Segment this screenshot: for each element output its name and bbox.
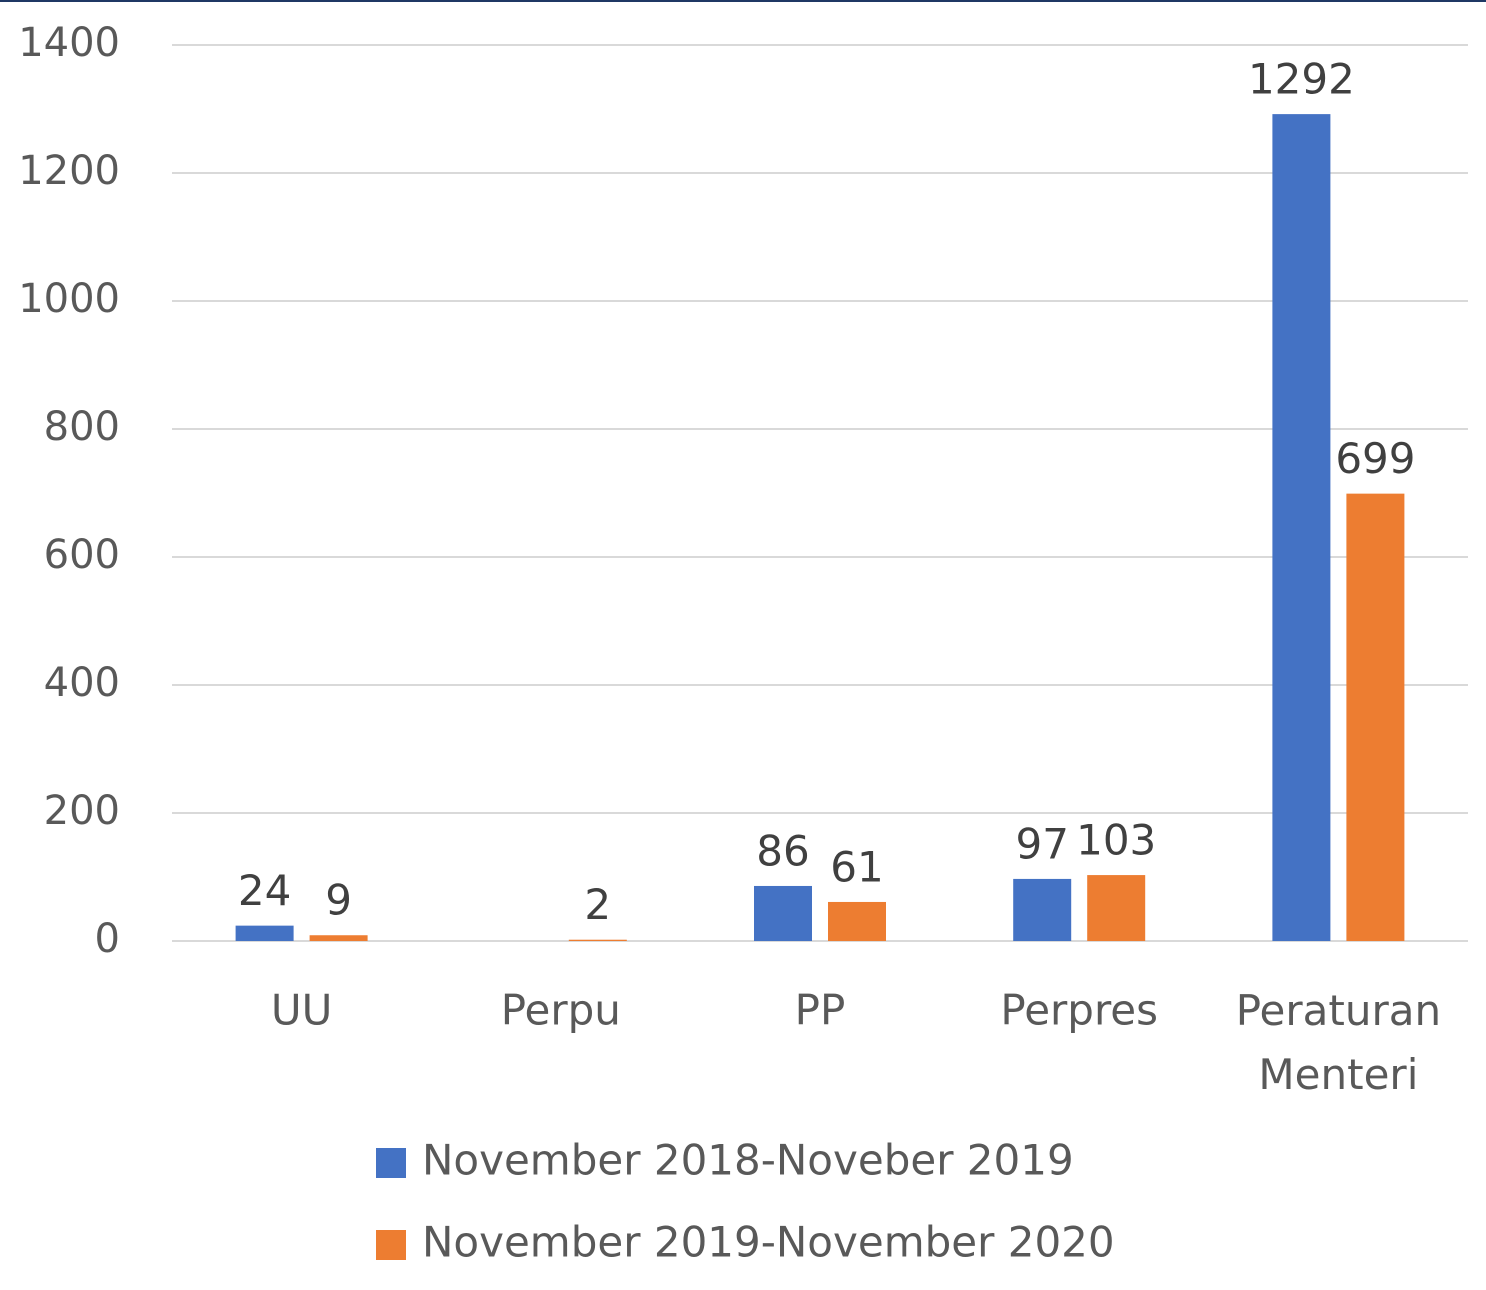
bar — [1346, 493, 1405, 941]
data-label: 86 — [756, 826, 809, 875]
data-label: 24 — [238, 866, 291, 915]
legend-swatch — [376, 1148, 406, 1178]
x-tick-label: Perpres — [1000, 986, 1158, 1035]
data-label: 97 — [1015, 819, 1068, 868]
x-tick-label: Peraturan Menteri — [1236, 986, 1441, 1099]
data-label: 61 — [830, 842, 883, 891]
x-tick-label: Perpu — [501, 986, 621, 1035]
bar — [754, 885, 812, 941]
y-tick-label: 400 — [44, 660, 120, 706]
y-tick-label: 1000 — [18, 276, 120, 322]
data-label: 2 — [584, 880, 611, 929]
y-tick-label: 1400 — [18, 20, 120, 66]
legend-label: November 2019-November 2020 — [422, 1218, 1115, 1267]
legend-swatch — [376, 1230, 406, 1260]
bar — [1272, 114, 1331, 942]
bar — [568, 939, 627, 941]
bar — [1013, 878, 1072, 941]
y-tick-label: 600 — [44, 532, 120, 578]
x-tick-label: UU — [271, 986, 332, 1035]
y-tick-label: 800 — [44, 404, 120, 450]
bar — [1087, 875, 1146, 941]
x-tick-label: PP — [795, 986, 846, 1035]
data-label: 9 — [325, 876, 352, 925]
y-tick-label: 1200 — [18, 148, 120, 194]
data-label: 699 — [1335, 434, 1415, 483]
data-label: 103 — [1076, 816, 1156, 865]
bar — [235, 925, 294, 941]
y-tick-label: 200 — [44, 788, 120, 834]
legend-label: November 2018-Noveber 2019 — [422, 1136, 1074, 1185]
y-tick-label: 0 — [95, 916, 120, 962]
data-label: 1292 — [1248, 55, 1355, 104]
bar — [309, 935, 368, 941]
bar — [828, 901, 886, 941]
